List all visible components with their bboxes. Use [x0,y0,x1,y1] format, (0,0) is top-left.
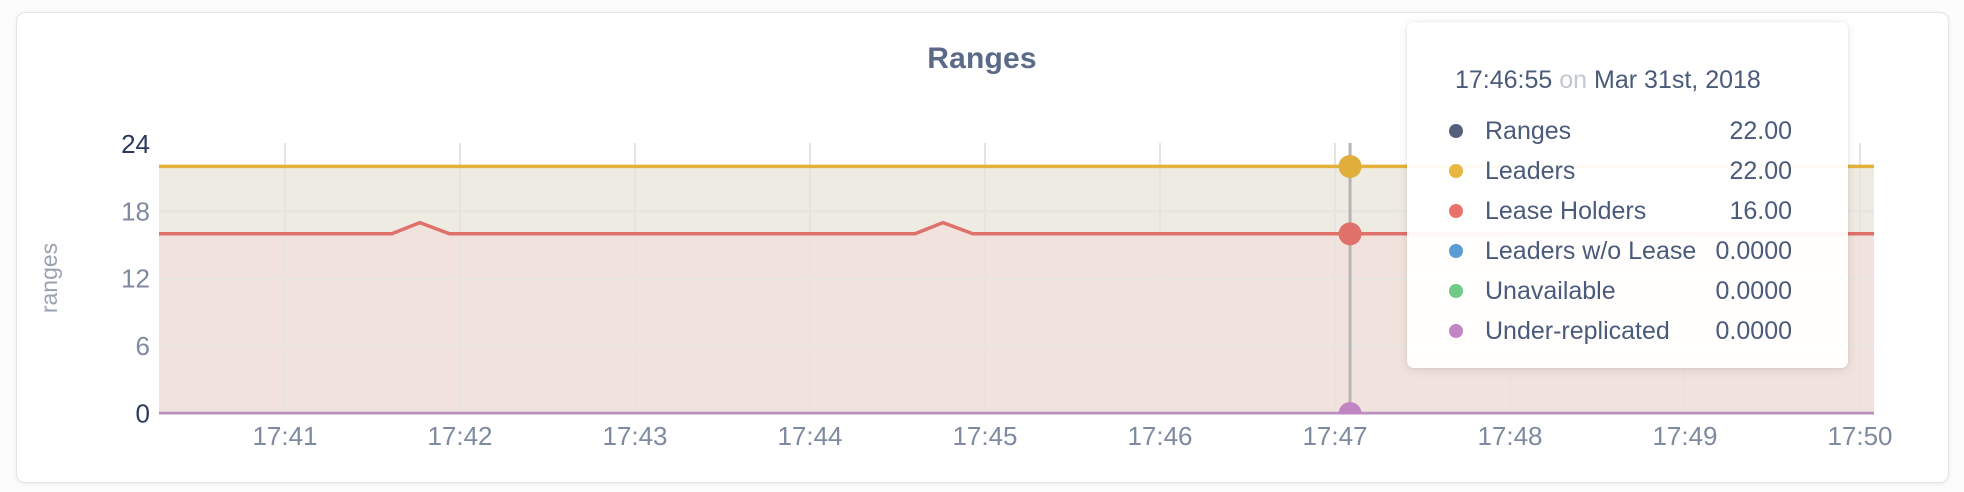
series-dot-icon [1449,124,1463,138]
series-dot-icon [1449,324,1463,338]
chart-title: Ranges [927,42,1037,75]
x-tick-label: 17:46 [1127,421,1192,451]
x-tick-label: 17:44 [777,421,842,451]
tooltip-series-label: Lease Holders [1485,196,1647,225]
tooltip-row: Ranges 22.00 [1449,111,1792,151]
tooltip-series-value: 22.00 [1729,116,1792,145]
hover-tooltip: 17:46:55 on Mar 31st, 2018 Ranges 22.00 Le… [1407,22,1848,368]
tooltip-timestamp: 17:46:55 on Mar 31st, 2018 [1449,66,1792,95]
x-tick-label: 17:49 [1652,421,1717,451]
tooltip-series-value: 0.0000 [1715,316,1792,345]
x-axis-labels: 17:41 17:42 17:43 17:44 17:45 17:46 17:47 17:48… [252,421,1892,451]
tooltip-series-label: Leaders w/o Lease [1485,236,1697,265]
tooltip-series-value: 22.00 [1729,156,1792,185]
series-dot-icon [1449,284,1463,298]
hover-marker [1338,143,1362,415]
y-axis-labels: 24 18 12 6 0 [121,129,150,429]
y-axis-title: ranges [36,243,62,313]
y-tick-label: 6 [136,331,150,361]
tooltip-series-value: 0.0000 [1715,276,1792,305]
tooltip-on-word: on [1559,66,1588,94]
tooltip-time: 17:46:55 [1455,66,1553,94]
tooltip-series-label: Leaders [1485,156,1576,185]
y-tick-label: 24 [121,129,150,159]
tooltip-series-value: 0.0000 [1715,236,1792,265]
y-tick-label: 18 [121,196,150,226]
tooltip-row: Leaders 22.00 [1449,151,1792,191]
tooltip-date: Mar 31st, 2018 [1594,66,1761,94]
y-tick-label: 12 [121,264,150,294]
tooltip-series-value: 16.00 [1729,196,1792,225]
x-tick-label: 17:50 [1827,421,1892,451]
tooltip-row: Unavailable 0.0000 [1449,271,1792,311]
tooltip-series-label: Ranges [1485,116,1572,145]
hover-dot [1338,154,1362,178]
tooltip-series-label: Unavailable [1485,276,1616,305]
hover-dot [1338,402,1362,415]
x-tick-label: 17:47 [1302,421,1367,451]
series-dot-icon [1449,244,1463,258]
y-tick-label: 0 [136,399,150,429]
tooltip-row: Lease Holders 16.00 [1449,191,1792,231]
x-tick-label: 17:41 [252,421,317,451]
x-tick-label: 17:43 [602,421,667,451]
series-dot-icon [1449,164,1463,178]
tooltip-legend-rows: Ranges 22.00 Leaders 22.00 Lease Holders 16.0… [1449,111,1792,351]
x-tick-label: 17:48 [1477,421,1542,451]
hover-dot [1338,222,1362,246]
x-tick-label: 17:42 [427,421,492,451]
series-line-lease-holders [159,220,1874,236]
series-dot-icon [1449,204,1463,218]
x-tick-label: 17:45 [952,421,1017,451]
tooltip-series-label: Under-replicated [1485,316,1670,345]
tooltip-row: Under-replicated 0.0000 [1449,311,1792,351]
tooltip-row: Leaders w/o Lease 0.0000 [1449,231,1792,271]
